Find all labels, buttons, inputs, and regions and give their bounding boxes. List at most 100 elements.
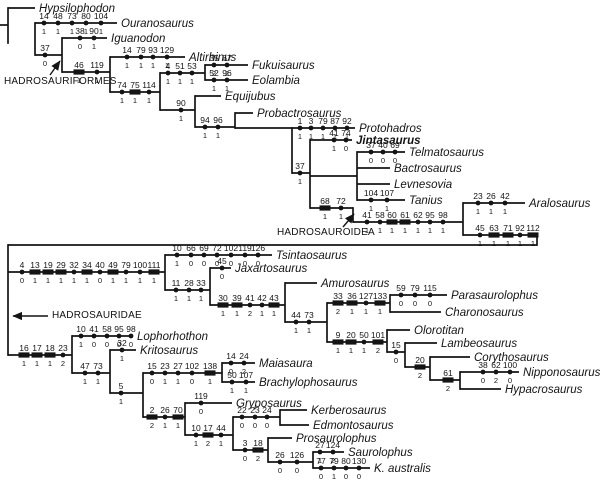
taxon-label-lambeosaurus: Lambeosaurus: [441, 338, 517, 350]
synapomorphy-marker: [331, 465, 337, 471]
character-number: 10: [172, 243, 182, 253]
synapomorphy-marker: [368, 149, 374, 155]
character-state: 0: [98, 276, 102, 285]
synapomorphy-marker: [297, 125, 303, 131]
character-number: 38: [75, 26, 85, 36]
character-number: 41: [89, 324, 99, 334]
character-number: 41: [245, 293, 255, 303]
character-state: 0: [319, 472, 323, 480]
character-number: 50: [359, 330, 369, 340]
synapomorphy-marker: [393, 349, 399, 355]
character-number: 119: [194, 391, 208, 401]
synapomorphy-marker: [507, 369, 513, 375]
character-state: 1: [59, 276, 63, 285]
synapomorphy-marker: [338, 205, 344, 211]
character-number: 33: [333, 291, 343, 301]
synapomorphy-marker: [118, 390, 124, 396]
character-state: 1: [133, 96, 137, 105]
character-number: 133: [373, 291, 387, 301]
synapomorphy-marker: [361, 339, 367, 345]
character-number: 28: [184, 278, 194, 288]
character-number: 95: [425, 210, 435, 220]
taxon-label-corythosaurus: Corythosaurus: [474, 352, 549, 364]
character-state: 2: [225, 69, 229, 78]
character-number: 23: [473, 191, 483, 201]
synapomorphy-marker: [320, 125, 326, 131]
synapomorphy-marker: [517, 232, 523, 238]
character-number: 24: [239, 351, 249, 361]
synapomorphy-marker-wide: [18, 352, 30, 358]
synapomorphy-marker: [384, 197, 390, 203]
character-number: 77: [316, 456, 326, 466]
character-number: 2: [150, 405, 155, 415]
synapomorphy-marker-wide: [55, 269, 67, 275]
synapomorphy-marker: [116, 333, 122, 339]
synapomorphy-marker: [137, 269, 143, 275]
character-number: 73: [93, 361, 103, 371]
character-number: 68: [320, 196, 330, 206]
character-number: 22: [237, 405, 247, 415]
character-state: 1: [378, 307, 382, 316]
synapomorphy-marker: [128, 333, 134, 339]
character-state: 1: [336, 346, 340, 355]
character-number: 87: [330, 116, 340, 126]
character-state: 1: [369, 204, 373, 213]
clade-label-hadrosauroidea: HADROSAUROIDEA: [277, 227, 375, 238]
taxon-label-maiasaura: Maiasaura: [259, 358, 313, 370]
character-number: 127: [359, 291, 373, 301]
character-state: 1: [35, 359, 39, 368]
character-number: 15: [147, 361, 157, 371]
character-state: 1: [152, 276, 156, 285]
synapomorphy-marker: [165, 70, 171, 76]
character-number: 114: [142, 80, 156, 90]
character-number: 39: [232, 293, 242, 303]
character-number: 112: [526, 223, 540, 233]
character-number: 51: [175, 61, 185, 71]
character-number: 94: [200, 115, 210, 125]
synapomorphy-marker: [277, 459, 283, 465]
character-number: 23: [160, 361, 170, 371]
character-state: 0: [253, 421, 257, 430]
character-state: 1: [56, 27, 60, 36]
character-state: 1: [309, 132, 313, 141]
synapomorphy-marker: [229, 379, 235, 385]
character-number: 71: [503, 223, 513, 233]
synapomorphy-marker: [343, 465, 349, 471]
synapomorphy-marker: [392, 149, 398, 155]
character-state: 2: [206, 439, 210, 448]
character-state: 2: [331, 456, 335, 465]
character-state: 1: [362, 346, 366, 355]
character-state: 1: [390, 226, 394, 235]
character-number: 42: [257, 293, 267, 303]
character-state: 1: [345, 132, 349, 141]
character-state: 1: [119, 397, 123, 406]
character-state: 0: [381, 156, 385, 165]
character-state: 1: [531, 239, 535, 248]
character-number: 41: [329, 128, 339, 138]
character-state: 1: [147, 96, 151, 105]
character-state: 1: [339, 212, 343, 221]
character-state: 1: [77, 76, 81, 85]
synapomorphy-marker-wide: [146, 414, 158, 420]
synapomorphy-marker: [189, 70, 195, 76]
character-number: 32: [117, 338, 127, 348]
synapomorphy-marker: [493, 369, 499, 375]
character-number: 37: [366, 140, 376, 150]
synapomorphy-marker: [202, 124, 208, 130]
character-number: 14: [39, 11, 49, 21]
character-state: 1: [138, 276, 142, 285]
synapomorphy-marker: [193, 432, 199, 438]
synapomorphy-marker: [94, 69, 100, 75]
synapomorphy-marker-wide: [148, 269, 160, 275]
character-state: 1: [260, 309, 264, 318]
character-number: 101: [371, 330, 385, 340]
character-number: 138: [203, 361, 217, 371]
synapomorphy-marker: [91, 35, 97, 41]
character-state: 1: [506, 239, 510, 248]
character-state: 1: [478, 239, 482, 248]
character-state: 1: [321, 132, 325, 141]
synapomorphy-marker-wide: [345, 339, 357, 345]
character-state: 1: [403, 226, 407, 235]
synapomorphy-marker-wide: [31, 352, 43, 358]
character-number: 104: [364, 188, 378, 198]
